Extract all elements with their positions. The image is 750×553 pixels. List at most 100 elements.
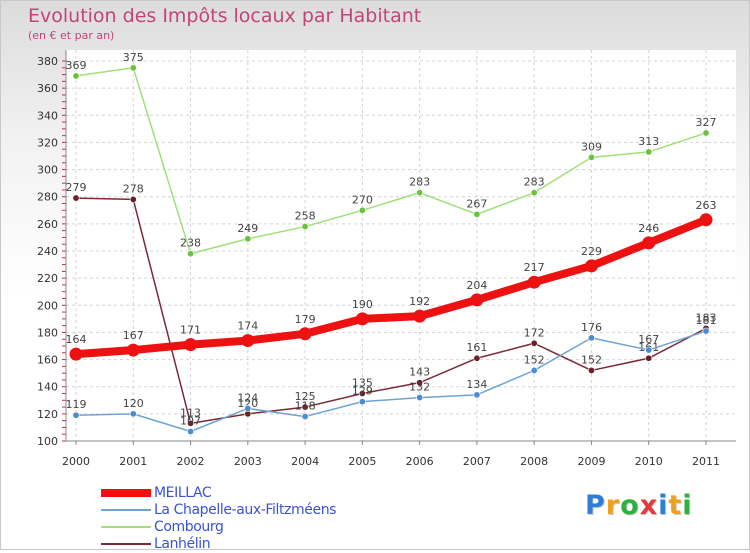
data-point [587, 153, 595, 161]
data-point [416, 394, 424, 402]
data-point [473, 391, 481, 399]
data-point [645, 346, 653, 354]
data-label: 238 [180, 237, 201, 250]
data-label: 120 [237, 397, 258, 410]
y-tick-label: 140 [37, 381, 58, 394]
data-point [298, 327, 312, 341]
data-point [301, 403, 309, 411]
data-label: 217 [524, 261, 545, 274]
data-label: 263 [696, 199, 717, 212]
data-label: 120 [123, 397, 144, 410]
data-label: 167 [123, 329, 144, 342]
x-tick-label: 2009 [577, 455, 605, 468]
data-label: 174 [237, 320, 258, 333]
data-label: 375 [123, 51, 144, 64]
data-point [184, 338, 198, 352]
y-tick-label: 300 [37, 164, 58, 177]
x-tick-label: 2007 [463, 455, 491, 468]
data-point [530, 339, 538, 347]
data-point [301, 413, 309, 421]
y-tick-label: 360 [37, 82, 58, 95]
legend-label: La Chapelle-aux-Filtzméens [154, 502, 337, 518]
data-point [241, 334, 255, 348]
data-point [645, 148, 653, 156]
data-point [530, 189, 538, 197]
data-point [473, 210, 481, 218]
chart-subtitle: (en € et par an) [28, 29, 115, 42]
data-point [587, 334, 595, 342]
line-chart: 100 120 140 160 180 200 220 240 260 280 300 320 340 3… [37, 50, 736, 468]
series-line [75, 330, 707, 433]
x-tick-label: 2008 [520, 455, 548, 468]
data-label: 309 [581, 140, 602, 153]
x-tick-label: 2005 [348, 455, 376, 468]
y-tick-label: 280 [37, 191, 58, 204]
data-label: 113 [180, 406, 201, 419]
y-tick-label: 180 [37, 326, 58, 339]
legend-swatch [101, 489, 151, 497]
data-point [69, 347, 83, 361]
data-point [527, 275, 541, 289]
y-tick-label: 200 [37, 299, 58, 312]
data-point [355, 312, 369, 326]
data-label: 129 [352, 385, 373, 398]
data-point [129, 195, 137, 203]
logo-letter: i [658, 490, 669, 521]
logo-letter: x [639, 490, 659, 521]
data-label: 283 [409, 176, 430, 189]
data-point [72, 72, 80, 80]
legend-swatch [101, 543, 151, 545]
data-point [699, 213, 713, 227]
y-tick-label: 380 [37, 55, 58, 68]
data-point [126, 343, 140, 357]
data-point [702, 327, 710, 335]
data-point [587, 366, 595, 374]
data-label: 229 [581, 245, 602, 258]
data-label: 369 [66, 59, 87, 72]
data-point [129, 410, 137, 418]
data-label: 124 [237, 391, 258, 404]
data-label: 134 [466, 378, 487, 391]
data-label: 258 [295, 210, 316, 223]
data-label: 246 [638, 222, 659, 235]
logo-letter: P [585, 490, 606, 521]
proxiti-logo: Proxiti [585, 490, 693, 521]
data-label: 125 [295, 390, 316, 403]
data-label: 179 [295, 313, 316, 326]
data-label: 278 [123, 182, 144, 195]
data-label: 167 [638, 333, 659, 346]
y-tick-label: 100 [37, 435, 58, 448]
logo-letter: i [682, 490, 693, 521]
data-label: 152 [524, 353, 545, 366]
y-tick-label: 220 [37, 272, 58, 285]
logo-letter: r [605, 490, 621, 521]
data-label: 176 [581, 321, 602, 334]
data-point [244, 235, 252, 243]
data-label: 190 [352, 298, 373, 311]
y-tick-label: 340 [37, 109, 58, 122]
data-label: 161 [466, 341, 487, 354]
x-tick-label: 2000 [62, 455, 90, 468]
data-point [358, 389, 366, 397]
logo-letter: o [620, 490, 640, 521]
series-line [75, 67, 707, 255]
legend-label: Combourg [154, 519, 224, 535]
x-tick-label: 2010 [635, 455, 663, 468]
data-point [645, 354, 653, 362]
data-point [187, 427, 195, 435]
y-tick-label: 240 [37, 245, 58, 258]
x-tick-label: 2002 [177, 455, 205, 468]
data-point [470, 293, 484, 307]
legend-swatch [101, 526, 151, 528]
y-tick-label: 260 [37, 218, 58, 231]
data-label: 118 [295, 400, 316, 413]
y-tick-label: 120 [37, 408, 58, 421]
legend-label: Lanhélin [154, 536, 211, 552]
data-point [129, 64, 137, 72]
data-point [702, 129, 710, 137]
data-label: 164 [66, 333, 87, 346]
data-label: 270 [352, 193, 373, 206]
data-point [72, 411, 80, 419]
data-point [244, 404, 252, 412]
